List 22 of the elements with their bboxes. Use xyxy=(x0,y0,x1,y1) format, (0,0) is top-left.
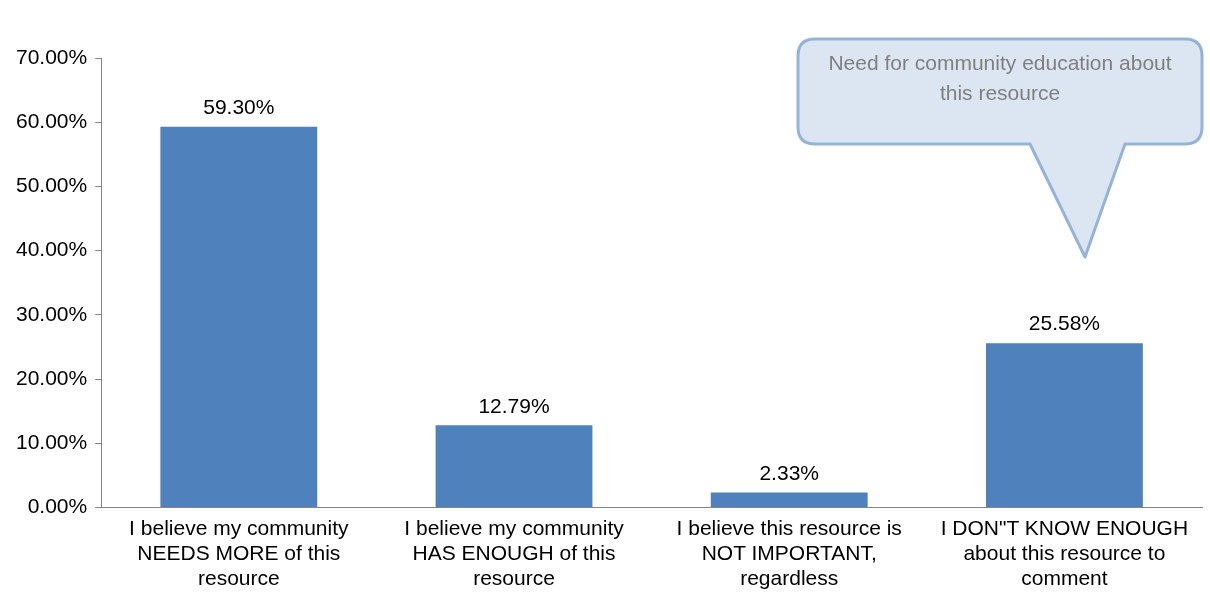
y-tick-label: 0.00% xyxy=(27,494,88,518)
y-tick-label: 40.00% xyxy=(15,237,88,261)
data-label: 12.79% xyxy=(478,393,550,417)
x-tick-label: I DON"T KNOW ENOUGH about this resource to comment xyxy=(940,515,1189,590)
x-tick-label: I believe this resource is NOT IMPORTANT, regardless xyxy=(676,515,902,590)
y-tick-label: 30.00% xyxy=(15,301,88,325)
x-tick-label: I believe my community HAS ENOUGH of this resource xyxy=(404,515,625,590)
annotation: Need for community education about this resource xyxy=(827,50,1173,106)
y-tick-label: 20.00% xyxy=(15,365,88,389)
bar xyxy=(985,343,1143,507)
bar xyxy=(435,425,593,507)
y-tick-label: 70.00% xyxy=(15,44,88,68)
bar xyxy=(710,492,868,507)
y-tick-label: 50.00% xyxy=(15,173,88,197)
speech-bubble: Need for community education about this resource xyxy=(795,36,1205,260)
x-tick-label: I believe my community NEEDS MORE of this resource xyxy=(129,515,350,590)
y-tick-label: 60.00% xyxy=(15,109,88,132)
data-label: 59.30% xyxy=(203,94,275,118)
bar xyxy=(160,126,318,507)
data-label: 2.33% xyxy=(759,460,819,484)
data-label: 25.58% xyxy=(1028,311,1101,335)
y-tick-label: 10.00% xyxy=(15,430,88,453)
